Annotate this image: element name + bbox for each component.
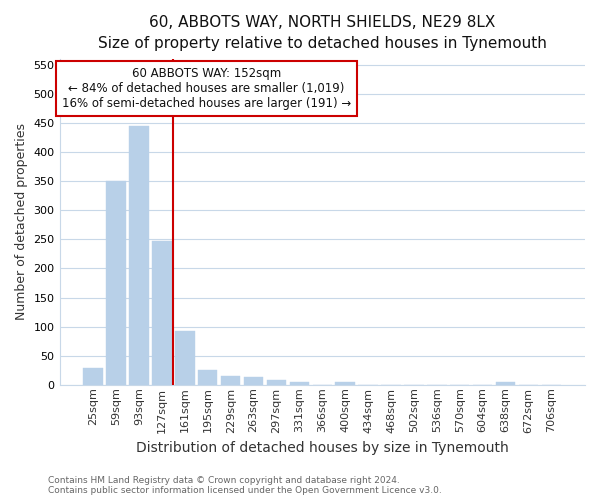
Bar [83, 368, 103, 385]
Bar [244, 377, 263, 385]
Bar [152, 240, 172, 385]
Text: 60 ABBOTS WAY: 152sqm
← 84% of detached houses are smaller (1,019)
16% of semi-d: 60 ABBOTS WAY: 152sqm ← 84% of detached … [62, 68, 351, 110]
Y-axis label: Number of detached properties: Number of detached properties [15, 124, 28, 320]
Bar [335, 382, 355, 385]
Bar [290, 382, 309, 385]
Bar [221, 376, 241, 385]
Text: Contains HM Land Registry data © Crown copyright and database right 2024.
Contai: Contains HM Land Registry data © Crown c… [48, 476, 442, 495]
Bar [129, 126, 149, 385]
Bar [106, 181, 126, 385]
Bar [267, 380, 286, 385]
Bar [496, 382, 515, 385]
X-axis label: Distribution of detached houses by size in Tynemouth: Distribution of detached houses by size … [136, 441, 509, 455]
Bar [175, 330, 194, 385]
Bar [198, 370, 217, 385]
Title: 60, ABBOTS WAY, NORTH SHIELDS, NE29 8LX
Size of property relative to detached ho: 60, ABBOTS WAY, NORTH SHIELDS, NE29 8LX … [98, 15, 547, 51]
